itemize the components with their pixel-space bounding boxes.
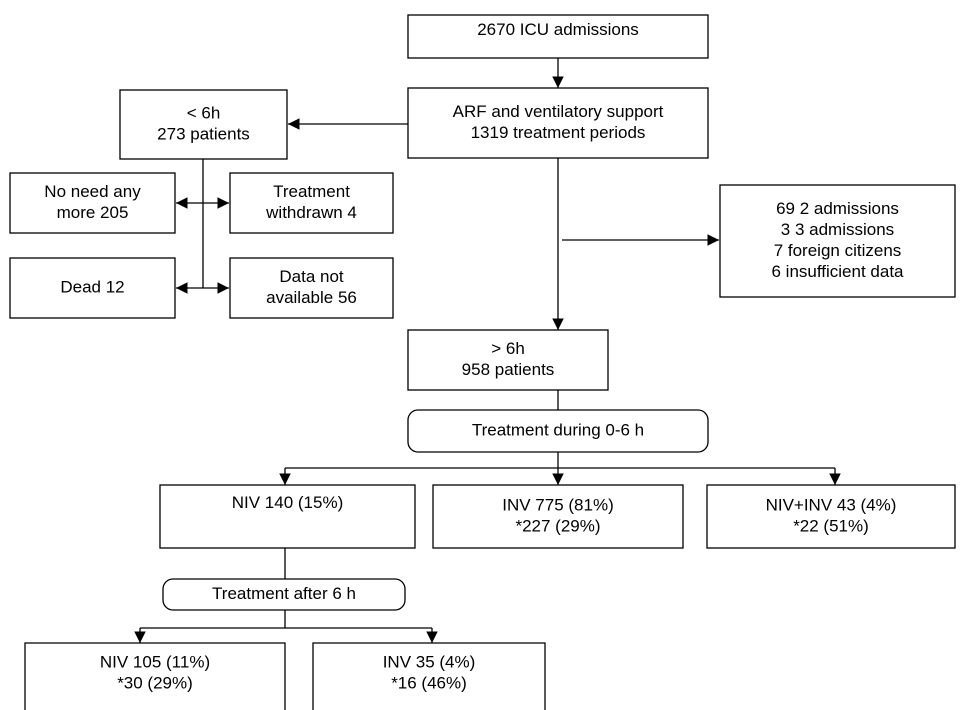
node-label: 3 3 admissions (781, 220, 894, 239)
node-box (119, 89, 288, 160)
node: ARF and ventilatory support 1319 treatmen… (407, 87, 709, 159)
node: Data not available 56 (229, 257, 394, 319)
node: NIV+INV 43 (4%) *22 (51%) (706, 484, 956, 549)
node-label: NIV 140 (15%) (232, 493, 344, 512)
node: Treatment withdrawn 4 (229, 172, 394, 234)
node-label: *22 (51%) (793, 516, 869, 535)
node-box (706, 484, 956, 549)
node-label: more 205 (57, 203, 129, 222)
node-label: Treatment (273, 182, 350, 201)
node: NIV 140 (15%) (159, 484, 416, 549)
connectors (134, 58, 841, 643)
node: 2670 ICU admissions (407, 14, 709, 59)
node-box (159, 484, 416, 549)
node: NIV 105 (11%) *30 (29%) (24, 642, 286, 710)
node-label: Data not (279, 267, 344, 286)
node: Dead 12 (9, 257, 176, 319)
node-label: No need any (44, 182, 141, 201)
process-box (162, 578, 406, 611)
node-label: 958 patients (462, 360, 555, 379)
node-label: 273 patients (157, 124, 250, 143)
node-label: INV 775 (81%) (502, 495, 614, 514)
node-box (432, 484, 684, 549)
node-label: Treatment after 6 h (212, 584, 356, 603)
node-box (407, 87, 709, 159)
node: > 6h 958 patients (407, 329, 609, 391)
node-label: *16 (46%) (391, 673, 467, 692)
node: < 6h 273 patients (119, 89, 288, 160)
node-label: 6 insufficient data (772, 262, 905, 281)
process-box (407, 409, 709, 453)
node-box (229, 257, 394, 319)
node-box (229, 172, 394, 234)
node-label: < 6h (187, 103, 221, 122)
node: INV 775 (81%) *227 (29%) (432, 484, 684, 549)
node: No need any more 205 (9, 172, 176, 234)
node-box (24, 642, 286, 710)
node-label: 69 2 admissions (776, 199, 899, 218)
node: Treatment during 0-6 h (407, 409, 709, 453)
node-label: 1319 treatment periods (471, 123, 646, 142)
node-label: 7 foreign citizens (774, 241, 902, 260)
node: Treatment after 6 h (162, 578, 406, 611)
node-box (9, 172, 176, 234)
node-label: *30 (29%) (117, 673, 193, 692)
node-box (9, 257, 176, 319)
node-label: available 56 (266, 288, 357, 307)
node-box (312, 642, 546, 710)
node: 69 2 admissions 3 3 admissions 7 foreign c… (719, 184, 956, 298)
node-box (719, 184, 956, 298)
node-label: withdrawn 4 (265, 203, 357, 222)
node-label: 2670 ICU admissions (477, 20, 639, 39)
node-box (407, 329, 609, 391)
node-label: NIV+INV 43 (4%) (766, 495, 897, 514)
node: INV 35 (4%) *16 (46%) (312, 642, 546, 710)
node-label: Treatment during 0-6 h (472, 420, 644, 439)
node-label: INV 35 (4%) (383, 652, 476, 671)
node-label: ARF and ventilatory support (453, 102, 664, 121)
node-label: NIV 105 (11%) (100, 652, 210, 671)
node-box (407, 14, 709, 59)
node-label: *227 (29%) (515, 516, 600, 535)
node-label: > 6h (491, 339, 525, 358)
node-label: Dead 12 (60, 277, 124, 296)
